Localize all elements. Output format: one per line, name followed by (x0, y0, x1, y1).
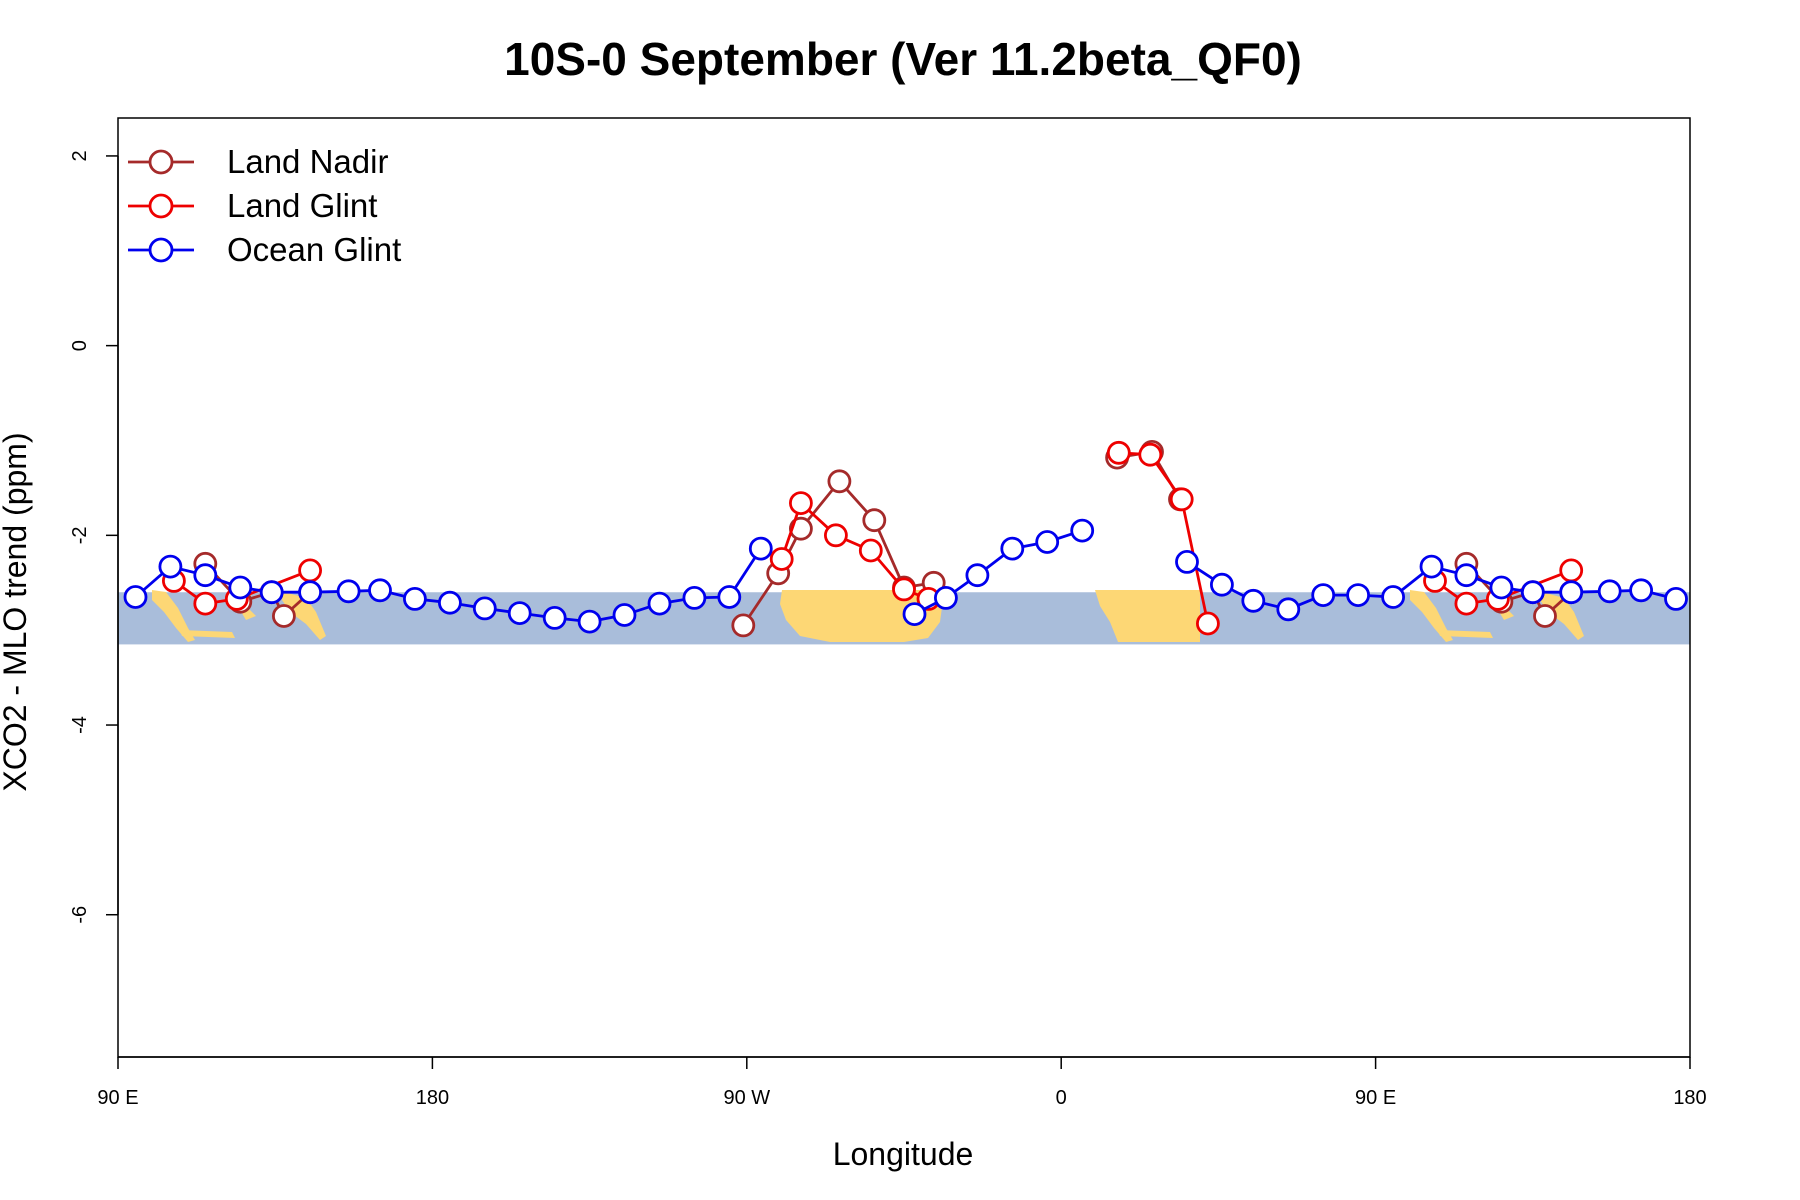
land-java-right (1438, 630, 1493, 638)
land-glint-point-2-0 (1106, 440, 1131, 465)
ocean-glint-point-0-1 (158, 554, 183, 579)
land-glint-point-0-1 (193, 591, 218, 616)
legend-marker-land-glint (148, 193, 174, 219)
land-glint-point-1-4 (892, 577, 916, 602)
ocean-glint-point-0-17 (717, 585, 742, 609)
land-nadir-point-1-4 (862, 508, 887, 533)
ocean-glint-point-0-9 (437, 590, 462, 615)
land-glint-point-2-3 (1196, 611, 1220, 636)
land-glint-point-2-2 (1169, 487, 1194, 512)
ocean-glint-point-1-5 (1070, 518, 1095, 543)
y-axis-label: XCO2 - MLO trend (ppm) (0, 432, 33, 791)
land-newguinea-right (1540, 592, 1584, 640)
land-africa (1095, 590, 1200, 642)
ocean-glint-point-0-6 (336, 579, 361, 604)
land-nadir-point-1-2 (789, 516, 813, 541)
y-tick-label-2: -2 (69, 526, 91, 544)
land-glint-point-0-3 (298, 558, 323, 583)
land-glint-point-3-1 (1454, 591, 1479, 616)
land-newguinea-left (282, 592, 326, 640)
land-nadir-point-1-3 (827, 469, 852, 494)
ocean-glint-point-0-15 (647, 591, 672, 616)
legend-item-land-nadir: Land Nadir (128, 143, 388, 180)
y-tick-label-3: -4 (69, 716, 91, 734)
land-nadir-point-3-3 (1533, 604, 1557, 628)
legend-label-land-nadir: Land Nadir (227, 143, 388, 180)
ocean-glint-point-2-12 (1597, 579, 1622, 604)
y-tick-label-1: 0 (69, 340, 91, 351)
y-tick-label-4: -6 (69, 906, 91, 924)
legend-item-ocean-glint: Ocean Glint (128, 231, 401, 268)
ocean-glint-point-1-4 (1035, 530, 1060, 554)
legend-label-land-glint: Land Glint (227, 187, 377, 224)
ocean-glint-point-0-2 (193, 563, 218, 588)
ocean-glint-point-2-2 (1241, 588, 1266, 613)
ocean-glint-point-0-13 (577, 609, 602, 634)
ocean-glint-point-2-3 (1276, 597, 1301, 622)
x-tick-label-4: 90 E (1355, 1087, 1396, 1109)
ocean-glint-point-2-9 (1489, 575, 1514, 600)
ocean-glint-point-0-7 (368, 578, 392, 603)
ocean-glint-point-0-4 (259, 580, 284, 605)
land-indonesia-right (1410, 590, 1453, 642)
ocean-glint-point-0-10 (472, 596, 497, 621)
legend: Land Nadir Land Glint Ocean Glint (128, 143, 401, 268)
legend-item-land-glint: Land Glint (128, 187, 377, 224)
y-tick-label-0: 2 (69, 150, 91, 161)
land-glint-point-3-3 (1559, 558, 1584, 583)
x-tick-label-2: 90 W (723, 1087, 770, 1109)
ocean-glint-point-1-0 (902, 602, 927, 626)
ocean-glint-point-0-11 (507, 601, 532, 625)
land-glint-point-2-1 (1138, 442, 1163, 467)
x-tick-label-3: 0 (1056, 1087, 1067, 1109)
y-axis: 2 0 -2 -4 -6 (69, 150, 119, 924)
land-glint-point-1-3 (858, 538, 883, 563)
series-layer (123, 439, 1688, 638)
ocean-glint-point-1-3 (1000, 536, 1025, 561)
ocean-glint-point-2-7 (1419, 554, 1444, 579)
ocean-glint-point-1-2 (965, 563, 990, 588)
ocean-glint-point-2-6 (1381, 585, 1405, 609)
x-tick-label-1: 180 (416, 1087, 449, 1109)
x-axis-label: Longitude (833, 1136, 974, 1172)
ocean-glint-point-2-14 (1664, 587, 1688, 611)
legend-marker-land-nadir (148, 149, 174, 175)
ocean-glint-point-0-3 (228, 575, 253, 600)
ocean-glint-point-0-18 (748, 536, 773, 561)
ocean-glint-point-2-13 (1629, 578, 1653, 603)
ocean-glint-point-0-14 (612, 603, 637, 627)
ocean-glint-point-2-8 (1454, 563, 1479, 588)
ocean-glint-point-1-1 (934, 586, 958, 610)
land-glint-point-1-0 (769, 547, 794, 571)
ocean-glint-point-0-0 (123, 585, 148, 609)
ocean-glint-point-2-5 (1346, 583, 1370, 607)
legend-marker-ocean-glint (148, 237, 174, 263)
x-tick-label-5: 180 (1673, 1087, 1706, 1109)
ocean-glint-point-0-5 (298, 580, 323, 605)
land-glint-point-1-1 (789, 491, 813, 516)
ocean-glint-point-0-16 (682, 586, 707, 610)
land-glint-point-1-2 (824, 523, 848, 548)
chart-title: 10S-0 September (Ver 11.2beta_QF0) (504, 33, 1302, 85)
ocean-glint-point-2-4 (1311, 583, 1336, 607)
ocean-glint-point-2-0 (1175, 550, 1199, 574)
land-indonesia-left (152, 590, 195, 642)
ocean-glint-point-0-12 (542, 606, 567, 630)
x-axis: 90 E 180 90 W 0 90 E 180 (97, 1056, 1707, 1109)
land-nadir-point-0-3 (271, 604, 296, 628)
series-ocean-glint (123, 518, 1688, 634)
land-java-left (180, 630, 235, 638)
x-tick-label-0: 90 E (97, 1087, 138, 1109)
ocean-glint-point-2-10 (1520, 580, 1545, 605)
land-nadir-point-1-0 (731, 613, 756, 638)
ocean-glint-point-2-11 (1559, 580, 1584, 605)
legend-label-ocean-glint: Ocean Glint (227, 231, 401, 268)
land-south-america (780, 590, 943, 642)
ocean-glint-point-2-1 (1210, 572, 1234, 597)
ocean-glint-point-0-8 (402, 587, 427, 611)
